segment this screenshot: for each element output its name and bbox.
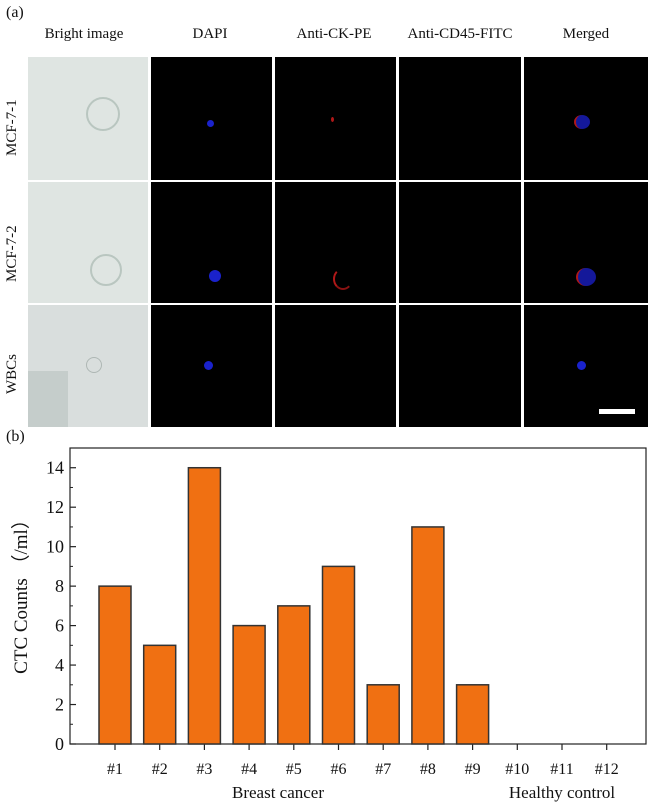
y-tick-label: 2: [55, 695, 64, 715]
x-tick-label: #6: [331, 761, 347, 778]
y-axis-label: CTC Counts （/ml）: [10, 510, 32, 674]
scale-bar: [599, 409, 635, 414]
column-header-anti-cd45-fitc: Anti-CD45-FITC: [407, 26, 513, 42]
y-tick-label: 12: [46, 497, 64, 517]
bar-n9: [455, 684, 490, 745]
row-label-mcf-7-1: MCF-7-1: [4, 99, 20, 156]
anti-ck-pe-image-mcf-7-1: [275, 57, 396, 180]
bar-n6: [321, 565, 356, 745]
y-tick-label: 0: [55, 734, 64, 754]
anti-cd45-fitc-image-wbcs: [399, 305, 521, 427]
bar-n7: [366, 684, 400, 745]
x-tick-label: #8: [420, 761, 436, 778]
x-tick-label: #5: [286, 761, 302, 778]
y-tick-label: 4: [55, 655, 64, 675]
y-tick-label: 8: [55, 576, 64, 596]
x-tick-label: #9: [465, 761, 481, 778]
column-header-merged: Merged: [562, 26, 610, 42]
y-tick-label: 6: [55, 616, 64, 636]
merged-image-mcf-7-1: [524, 57, 648, 180]
column-header-bright-image: Bright image: [44, 26, 124, 42]
bright-image-wbcs: [28, 305, 148, 427]
merged-image-mcf-7-2: [524, 182, 648, 303]
anti-ck-pe-image-mcf-7-2: [275, 182, 396, 303]
anti-cd45-fitc-image-mcf-7-2: [399, 182, 521, 303]
x-tick-labels: #1 #2 #3 #4 #5 #6 #7 #8 #9 #10 #11 #12: [107, 761, 619, 778]
bright-image-mcf-7-2: [28, 182, 148, 303]
bar-n5: [277, 605, 311, 745]
ctc-count-bar-chart: #1 #2 #3 #4 #5 #6 #7 #8 #9 #10 #11 #12 02468101214 …: [10, 447, 647, 802]
x-tick-label: #10: [505, 761, 529, 778]
x-tick-label: #4: [241, 761, 257, 778]
dapi-image-wbcs: [151, 305, 272, 427]
chart-bars: [98, 466, 490, 745]
bright-image-mcf-7-1: [28, 57, 148, 180]
group-label-breast-cancer: Breast cancer: [232, 783, 324, 802]
anti-cd45-fitc-image-mcf-7-1: [399, 57, 521, 180]
bar-n2: [142, 644, 177, 745]
row-label-wbcs: WBCs: [4, 353, 20, 394]
plot-frame: [69, 447, 647, 745]
anti-ck-pe-image-wbcs: [275, 305, 396, 427]
panel-a-label: (a): [6, 4, 24, 21]
row-label-mcf-7-2: MCF-7-2: [4, 225, 20, 282]
x-tick-label: #12: [595, 761, 619, 778]
panel-b-label: (b): [6, 428, 25, 445]
group-label-healthy-control: Healthy control: [509, 783, 615, 802]
y-tick-label: 10: [46, 537, 64, 557]
y-tick-labels: 0 2 4 6 8 10 12 14: [46, 458, 64, 754]
x-tick-label: #3: [196, 761, 212, 778]
dapi-image-mcf-7-2: [151, 182, 272, 303]
x-tick-label: #7: [375, 761, 391, 778]
dapi-image-mcf-7-1: [151, 57, 272, 180]
bar-n8: [411, 526, 445, 745]
bar-n1: [98, 585, 132, 745]
x-tick-label: #1: [107, 761, 123, 778]
column-header-dapi: DAPI: [192, 26, 228, 42]
chart-axes: [69, 447, 647, 750]
column-header-anti-ck-pe: Anti-CK-PE: [296, 26, 372, 42]
bar-n3: [187, 466, 222, 745]
merged-image-wbcs: [524, 305, 648, 427]
x-tick-label: #11: [550, 761, 573, 778]
bar-n4: [232, 624, 266, 745]
x-tick-label: #2: [152, 761, 168, 778]
y-tick-label: 14: [46, 458, 64, 478]
